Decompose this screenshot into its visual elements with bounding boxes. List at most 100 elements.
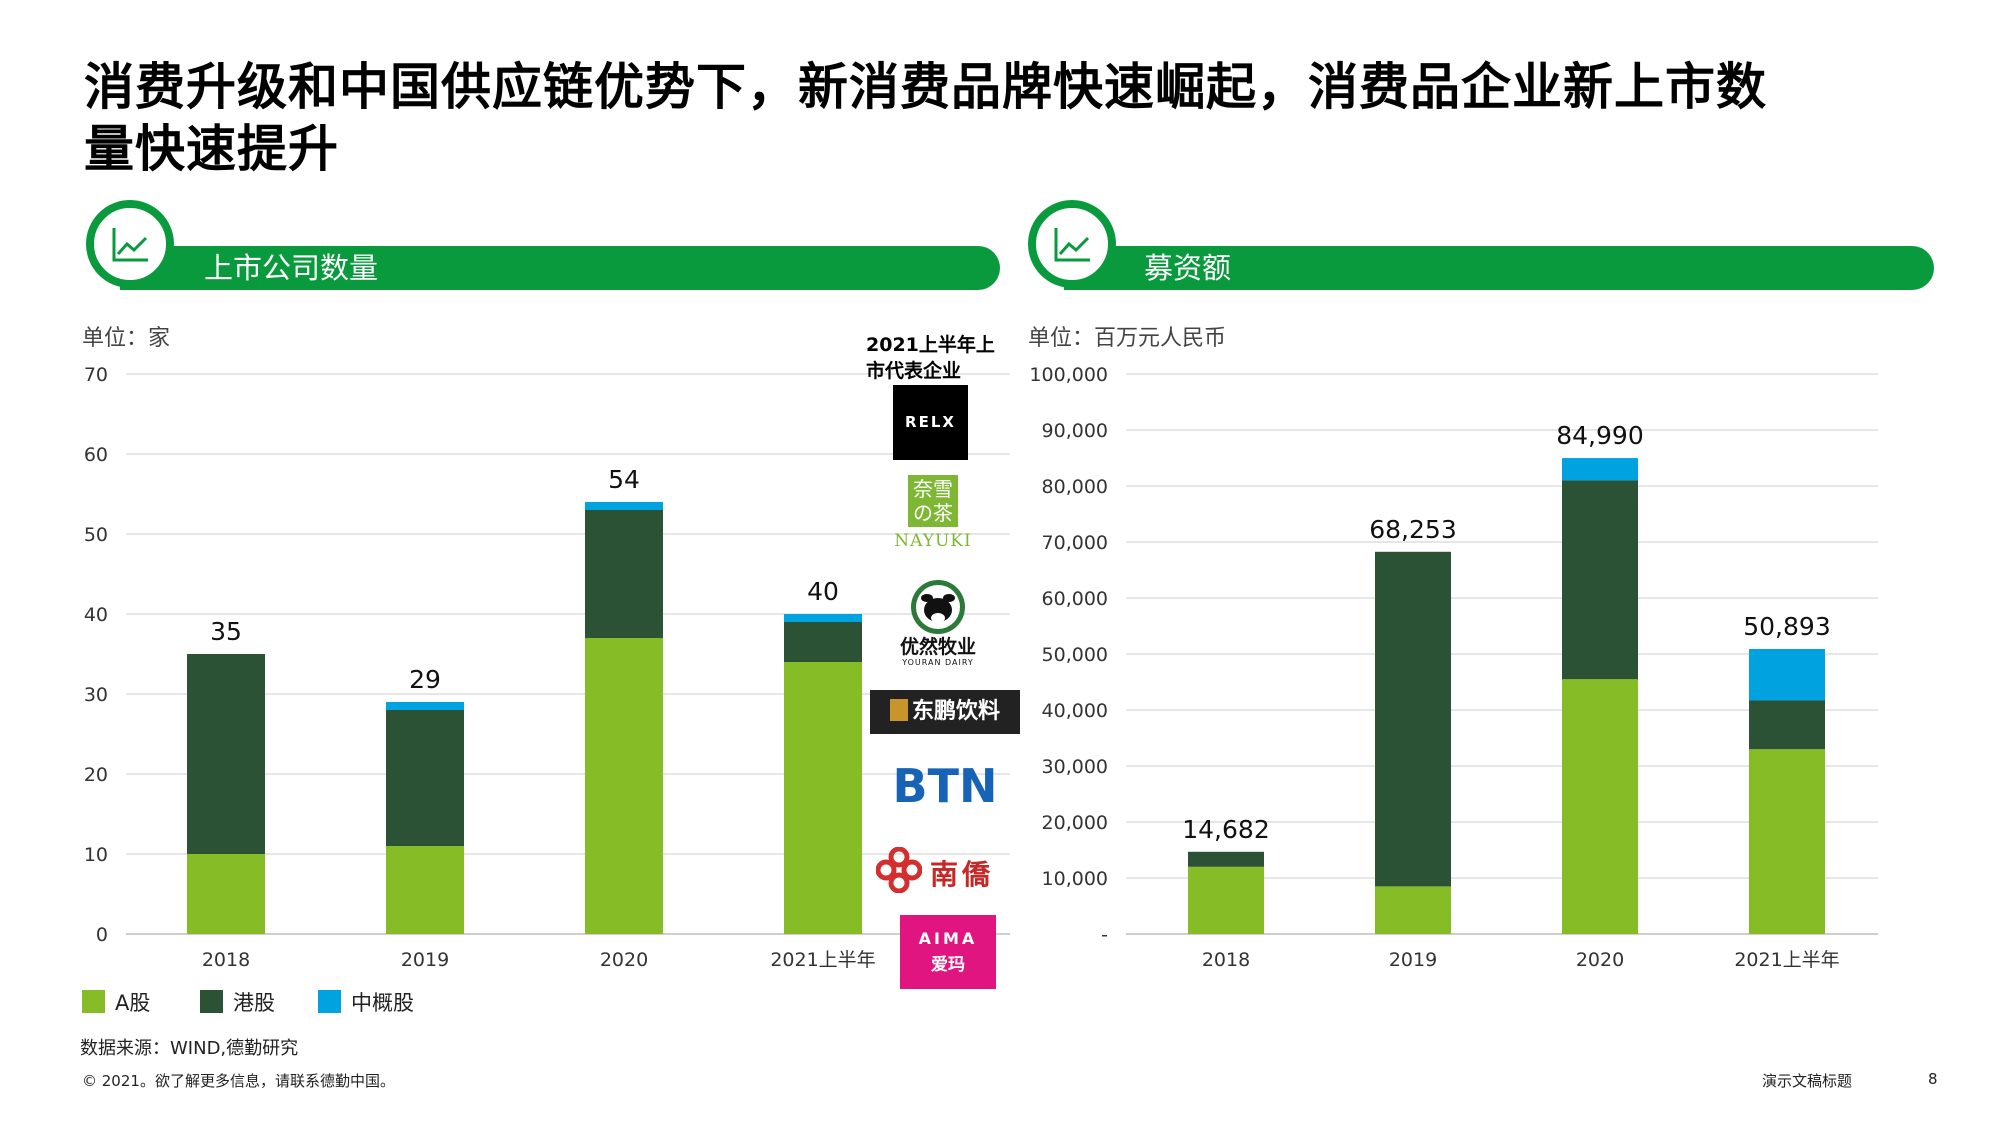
legend-item-a-share: A股 bbox=[82, 987, 150, 1017]
left-bar-a-share bbox=[187, 854, 265, 934]
left-x-tick-label: 2020 bbox=[600, 949, 648, 971]
left-bar-hk-share bbox=[187, 654, 265, 854]
right-y-tick-label: 90,000 bbox=[1042, 420, 1108, 442]
btn-logo: BTN bbox=[892, 759, 998, 813]
dongpeng-logo: 东鹏饮料 bbox=[870, 690, 1020, 734]
right-total-label: 84,990 bbox=[1556, 421, 1643, 450]
left-y-tick-label: 0 bbox=[96, 924, 108, 946]
right-total-label: 68,253 bbox=[1369, 515, 1456, 544]
dongpeng-logo-icon bbox=[889, 699, 908, 721]
left-bar-hk-share bbox=[386, 710, 464, 846]
right-bar-us-china bbox=[1749, 648, 1825, 701]
left-y-tick-label: 60 bbox=[84, 444, 108, 466]
right-y-tick-label: 70,000 bbox=[1042, 532, 1108, 554]
right-bar-hk-share bbox=[1562, 480, 1638, 680]
aima-logo-cn: 爱玛 bbox=[931, 955, 965, 975]
right-unit-label: 单位：百万元人民币 bbox=[1028, 326, 1227, 351]
right-y-tick-label: 30,000 bbox=[1042, 756, 1108, 778]
left-x-tick-label: 2018 bbox=[202, 949, 250, 971]
right-bar-a-share bbox=[1375, 886, 1451, 934]
page-title: 消费升级和中国供应链优势下，新消费品牌快速崛起，消费品企业新上市数量快速提升 bbox=[84, 58, 1767, 178]
legend-label-us-china: 中概股 bbox=[351, 991, 414, 1015]
left-y-tick-label: 30 bbox=[84, 684, 108, 706]
left-bar-a-share bbox=[386, 846, 464, 934]
cow-icon bbox=[911, 580, 965, 634]
right-y-tick-label: 20,000 bbox=[1042, 812, 1108, 834]
right-bar-hk-share bbox=[1188, 851, 1264, 867]
right-y-tick-label: 100,000 bbox=[1029, 364, 1108, 386]
dongpeng-logo-text: 东鹏饮料 bbox=[911, 699, 1000, 724]
left-total-label: 29 bbox=[409, 665, 441, 694]
data-source: 数据来源：WIND,德勤研究 bbox=[80, 1038, 299, 1059]
line-chart-icon bbox=[112, 228, 148, 262]
left-total-label: 54 bbox=[608, 465, 640, 494]
nayuki-logo-cn: 奈雪の茶 bbox=[908, 475, 958, 527]
left-bar-a-share bbox=[784, 662, 862, 934]
left-y-tick-label: 70 bbox=[84, 364, 108, 386]
left-bar-us-china bbox=[585, 502, 663, 510]
left-y-tick-label: 20 bbox=[84, 764, 108, 786]
right-total-label: 14,682 bbox=[1182, 815, 1269, 844]
page-number: 8 bbox=[1928, 1070, 1938, 1088]
legend-label-a-share: A股 bbox=[115, 991, 151, 1015]
right-x-tick-label: 2020 bbox=[1576, 949, 1624, 971]
left-banner bbox=[120, 246, 1000, 290]
left-bar-hk-share bbox=[585, 510, 663, 638]
right-x-tick-label: 2019 bbox=[1389, 949, 1437, 971]
right-x-tick-label: 2018 bbox=[1202, 949, 1250, 971]
right-bar-hk-share bbox=[1375, 551, 1451, 887]
right-y-tick-label: 10,000 bbox=[1042, 868, 1108, 890]
relx-logo-text: RELX bbox=[905, 413, 956, 431]
nayuki-logo-en: NAYUKI bbox=[894, 531, 972, 551]
left-total-label: 35 bbox=[210, 617, 242, 646]
right-bar-a-share bbox=[1188, 866, 1264, 934]
right-bar-us-china bbox=[1562, 458, 1638, 481]
right-y-tick-label: 50,000 bbox=[1042, 644, 1108, 666]
left-bar-us-china bbox=[386, 702, 464, 710]
right-bar-a-share bbox=[1749, 749, 1825, 934]
right-y-tick-label: - bbox=[1101, 924, 1108, 946]
youran-logo-cn: 优然牧业 bbox=[899, 636, 976, 658]
representatives-title: 2021上半年上市代表企业 bbox=[866, 334, 995, 382]
legend-swatch-a-share bbox=[82, 990, 105, 1013]
left-banner-label: 上市公司数量 bbox=[204, 251, 379, 285]
right-banner bbox=[1064, 246, 1934, 290]
right-total-label: 50,893 bbox=[1743, 612, 1830, 641]
left-y-tick-label: 10 bbox=[84, 844, 108, 866]
line-chart-icon bbox=[1054, 228, 1090, 262]
left-total-label: 40 bbox=[807, 577, 839, 606]
left-x-tick-label: 2021上半年 bbox=[770, 949, 875, 971]
legend-label-hk-share: 港股 bbox=[233, 991, 275, 1015]
nanqiao-logo-text: 南僑 bbox=[930, 858, 995, 891]
right-bar-a-share bbox=[1562, 679, 1638, 934]
left-y-tick-label: 40 bbox=[84, 604, 108, 626]
youran-logo-en: YOURAN DAIRY bbox=[902, 658, 974, 667]
copyright: © 2021。欲了解更多信息，请联系德勤中国。 bbox=[82, 1072, 395, 1090]
youran-logo: 优然牧业 YOURAN DAIRY bbox=[883, 578, 993, 668]
document-title: 演示文稿标题 bbox=[1762, 1072, 1853, 1090]
legend-item-hk-share: 港股 bbox=[200, 987, 275, 1017]
aima-logo: AIMA 爱玛 bbox=[900, 915, 996, 989]
right-banner-label: 募资额 bbox=[1144, 251, 1232, 285]
left-unit-label: 单位：家 bbox=[82, 326, 171, 351]
left-banner-ring bbox=[86, 200, 174, 288]
legend-swatch-us-china bbox=[318, 990, 341, 1013]
nanqiao-emblem-icon bbox=[876, 847, 922, 893]
left-bar-us-china bbox=[784, 614, 862, 622]
legend-item-us-china: 中概股 bbox=[318, 987, 414, 1017]
legend-swatch-hk-share bbox=[200, 990, 223, 1013]
left-bar-a-share bbox=[585, 638, 663, 934]
nanqiao-logo: 南僑 bbox=[876, 845, 1006, 895]
right-bar-hk-share bbox=[1749, 700, 1825, 750]
aima-logo-en: AIMA bbox=[918, 929, 978, 948]
left-y-tick-label: 50 bbox=[84, 524, 108, 546]
right-x-tick-label: 2021上半年 bbox=[1734, 949, 1839, 971]
right-banner-ring bbox=[1028, 200, 1116, 288]
left-x-tick-label: 2019 bbox=[401, 949, 449, 971]
relx-logo: RELX bbox=[893, 385, 968, 460]
right-y-tick-label: 40,000 bbox=[1042, 700, 1108, 722]
right-y-tick-label: 60,000 bbox=[1042, 588, 1108, 610]
left-bar-hk-share bbox=[784, 622, 862, 662]
nayuki-logo: 奈雪の茶 NAYUKI bbox=[883, 475, 983, 555]
